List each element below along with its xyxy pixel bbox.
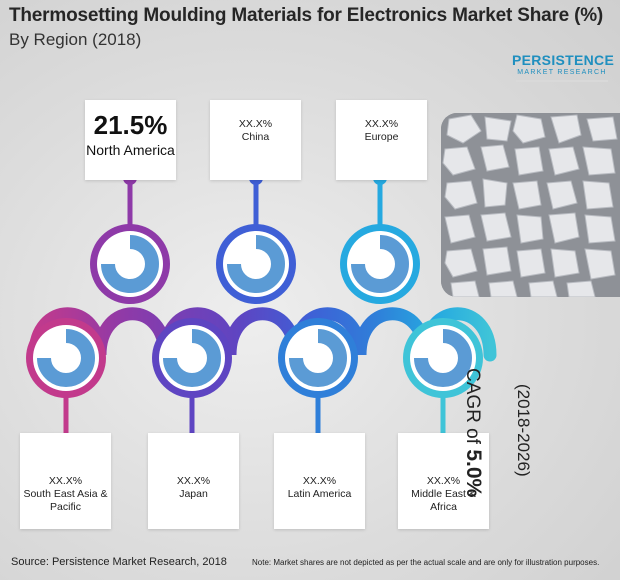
- donut-arc-south-east-asia-pacific: [37, 329, 95, 387]
- donut-arc-middle-east-africa: [414, 329, 472, 387]
- material-photo: [441, 113, 620, 297]
- label-south-east-asia: South East Asia & Pacific: [23, 487, 108, 513]
- donut-arc-latin-america: [289, 329, 347, 387]
- label-middle-east-africa: Middle East & Africa: [411, 487, 476, 513]
- logo-subtext: MARKET RESEARCH: [517, 69, 607, 76]
- box-south-east-asia: XX.X% South East Asia & Pacific: [20, 433, 111, 529]
- logo-divider: [516, 80, 608, 82]
- label-latin-america: Latin America: [287, 487, 352, 500]
- donut-arc-europe: [351, 235, 409, 293]
- label-north-america: North America: [86, 142, 175, 158]
- value-south-east-asia: XX.X%: [48, 475, 83, 487]
- source-text: Source: Persistence Market Research, 201…: [11, 556, 227, 568]
- logo-text: PERSISTENCE: [512, 52, 615, 68]
- label-japan: Japan: [179, 487, 208, 500]
- label-china: China: [241, 130, 270, 143]
- box-latin-america: XX.X% Latin America: [274, 433, 365, 529]
- cagr-value: 5.0%: [462, 449, 485, 498]
- footnote: Note: Market shares are not depicted as …: [252, 558, 600, 567]
- value-europe: XX.X%: [364, 118, 399, 130]
- value-latin-america: XX.X%: [302, 475, 337, 487]
- cagr-label: CAGR of 5.0%: [459, 368, 485, 497]
- label-europe: Europe: [364, 130, 399, 143]
- cagr-period: (2018-2026): [514, 384, 533, 477]
- box-japan: XX.X% Japan: [148, 433, 239, 529]
- value-china: XX.X%: [238, 118, 273, 130]
- page-title: Thermosetting Moulding Materials for Ele…: [9, 5, 604, 26]
- cagr-prefix: CAGR of: [462, 368, 483, 445]
- donut-arc-north-america: [101, 235, 159, 293]
- brand-logo: PERSISTENCE MARKET RESEARCH: [512, 52, 615, 96]
- value-middle-east-africa: XX.X%: [426, 475, 461, 487]
- value-japan: XX.X%: [176, 475, 211, 487]
- box-north-america: 21.5% North America: [85, 100, 176, 180]
- donut-arc-japan: [163, 329, 221, 387]
- box-europe: XX.X% Europe: [336, 100, 427, 180]
- box-china: XX.X% China: [210, 100, 301, 180]
- donut-arc-china: [227, 235, 285, 293]
- box-middle-east-africa: XX.X% Middle East & Africa: [398, 433, 489, 529]
- value-north-america: 21.5%: [93, 110, 168, 140]
- page-subtitle: By Region (2018): [9, 30, 142, 49]
